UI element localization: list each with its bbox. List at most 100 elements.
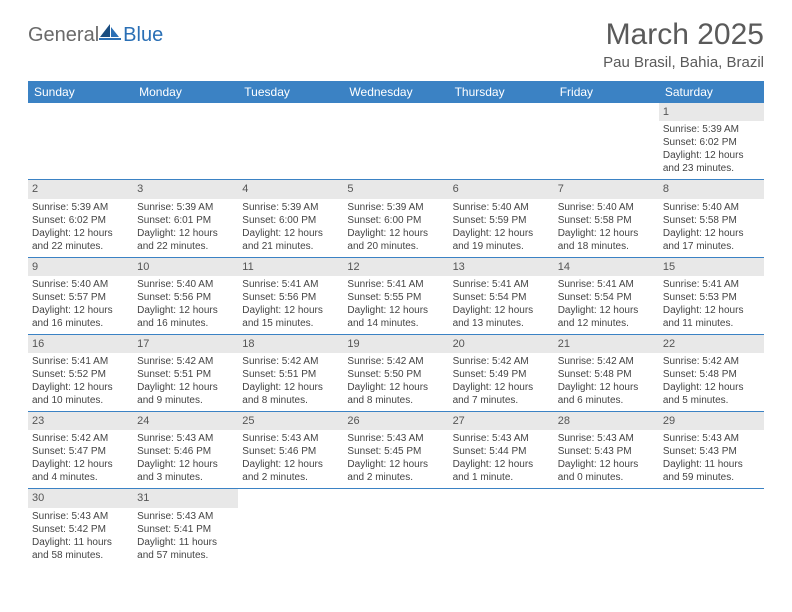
day-cell: 4 Sunrise: 5:39 AMSunset: 6:00 PMDaylight…: [238, 180, 343, 256]
day-number: 9: [28, 258, 133, 276]
day-cell: 16Sunrise: 5:41 AMSunset: 5:52 PMDayligh…: [28, 335, 133, 411]
week-row: 2Sunrise: 5:39 AMSunset: 6:02 PMDaylight…: [28, 180, 764, 257]
day-cell: 14 Sunrise: 5:41 AMSunset: 5:54 PMDayligh…: [554, 258, 659, 334]
day-info: Sunrise: 5:42 AMSunset: 5:48 PMDaylight:…: [558, 355, 655, 407]
dow-cell: Wednesday: [343, 81, 448, 103]
day-info: Sunrise: 5:39 AMSunset: 6:02 PMDaylight:…: [663, 123, 760, 175]
day-number: 31: [133, 489, 238, 507]
day-cell: [133, 103, 238, 179]
day-cell: 24Sunrise: 5:43 AMSunset: 5:46 PMDayligh…: [133, 412, 238, 488]
day-cell: 6Sunrise: 5:40 AMSunset: 5:59 PMDaylight…: [449, 180, 554, 256]
day-info: Sunrise: 5:41 AMSunset: 5:56 PMDaylight:…: [242, 278, 339, 330]
day-cell: 1 Sunrise: 5:39 AMSunset: 6:02 PMDaylight…: [659, 103, 764, 179]
day-info: Sunrise: 5:43 AMSunset: 5:41 PMDaylight:…: [137, 510, 234, 562]
day-number: 5: [343, 180, 448, 198]
day-info: Sunrise: 5:42 AMSunset: 5:48 PMDaylight:…: [663, 355, 760, 407]
day-cell: 17 Sunrise: 5:42 AMSunset: 5:51 PMDayligh…: [133, 335, 238, 411]
day-cell: 22 Sunrise: 5:42 AMSunset: 5:48 PMDayligh…: [659, 335, 764, 411]
day-cell: 5 Sunrise: 5:39 AMSunset: 6:00 PMDaylight…: [343, 180, 448, 256]
day-info: Sunrise: 5:40 AMSunset: 5:57 PMDaylight:…: [32, 278, 129, 330]
day-cell: 21 Sunrise: 5:42 AMSunset: 5:48 PMDayligh…: [554, 335, 659, 411]
week-row: 16Sunrise: 5:41 AMSunset: 5:52 PMDayligh…: [28, 335, 764, 412]
day-info: Sunrise: 5:42 AMSunset: 5:47 PMDaylight:…: [32, 432, 129, 484]
day-info: Sunrise: 5:39 AMSunset: 6:00 PMDaylight:…: [347, 201, 444, 253]
logo-text-general: General: [28, 24, 99, 47]
day-cell: 8 Sunrise: 5:40 AMSunset: 5:58 PMDaylight…: [659, 180, 764, 256]
day-cell: 10Sunrise: 5:40 AMSunset: 5:56 PMDayligh…: [133, 258, 238, 334]
day-cell: 29 Sunrise: 5:43 AMSunset: 5:43 PMDayligh…: [659, 412, 764, 488]
day-info: Sunrise: 5:40 AMSunset: 5:58 PMDaylight:…: [663, 201, 760, 253]
day-cell: 25Sunrise: 5:43 AMSunset: 5:46 PMDayligh…: [238, 412, 343, 488]
day-number: 17: [133, 335, 238, 353]
day-info: Sunrise: 5:43 AMSunset: 5:44 PMDaylight:…: [453, 432, 550, 484]
day-number: 12: [343, 258, 448, 276]
dow-cell: Sunday: [28, 81, 133, 103]
day-info: Sunrise: 5:39 AMSunset: 6:00 PMDaylight:…: [242, 201, 339, 253]
day-cell: [554, 489, 659, 565]
day-info: Sunrise: 5:43 AMSunset: 5:43 PMDaylight:…: [663, 432, 760, 484]
day-number: 26: [343, 412, 448, 430]
day-info: Sunrise: 5:40 AMSunset: 5:56 PMDaylight:…: [137, 278, 234, 330]
day-info: Sunrise: 5:43 AMSunset: 5:42 PMDaylight:…: [32, 510, 129, 562]
day-info: Sunrise: 5:41 AMSunset: 5:54 PMDaylight:…: [453, 278, 550, 330]
day-cell: 27 Sunrise: 5:43 AMSunset: 5:44 PMDayligh…: [449, 412, 554, 488]
day-cell: 2Sunrise: 5:39 AMSunset: 6:02 PMDaylight…: [28, 180, 133, 256]
week-row: 9 Sunrise: 5:40 AMSunset: 5:57 PMDaylight…: [28, 258, 764, 335]
dow-cell: Thursday: [449, 81, 554, 103]
day-cell: [554, 103, 659, 179]
day-cell: 12 Sunrise: 5:41 AMSunset: 5:55 PMDayligh…: [343, 258, 448, 334]
day-number: 30: [28, 489, 133, 507]
day-number: 4: [238, 180, 343, 198]
logo-text-blue: Blue: [123, 24, 163, 47]
day-info: Sunrise: 5:41 AMSunset: 5:55 PMDaylight:…: [347, 278, 444, 330]
week-row: 30 Sunrise: 5:43 AMSunset: 5:42 PMDayligh…: [28, 489, 764, 565]
day-info: Sunrise: 5:41 AMSunset: 5:53 PMDaylight:…: [663, 278, 760, 330]
day-cell: 30 Sunrise: 5:43 AMSunset: 5:42 PMDayligh…: [28, 489, 133, 565]
day-cell: [28, 103, 133, 179]
day-info: Sunrise: 5:42 AMSunset: 5:49 PMDaylight:…: [453, 355, 550, 407]
location: Pau Brasil, Bahia, Brazil: [603, 54, 764, 71]
day-number: 28: [554, 412, 659, 430]
day-number: 25: [238, 412, 343, 430]
day-number: 20: [449, 335, 554, 353]
header: General Blue March 2025 Pau Brasil, Bahi…: [28, 18, 764, 71]
week-row: 1 Sunrise: 5:39 AMSunset: 6:02 PMDaylight…: [28, 103, 764, 180]
month-title: March 2025: [603, 18, 764, 52]
day-info: Sunrise: 5:42 AMSunset: 5:51 PMDaylight:…: [137, 355, 234, 407]
day-number: 29: [659, 412, 764, 430]
day-number: 19: [343, 335, 448, 353]
logo: General Blue: [28, 24, 163, 47]
day-cell: [343, 103, 448, 179]
day-number: 27: [449, 412, 554, 430]
day-info: Sunrise: 5:41 AMSunset: 5:52 PMDaylight:…: [32, 355, 129, 407]
day-cell: [343, 489, 448, 565]
week-row: 23 Sunrise: 5:42 AMSunset: 5:47 PMDayligh…: [28, 412, 764, 489]
day-info: Sunrise: 5:42 AMSunset: 5:51 PMDaylight:…: [242, 355, 339, 407]
day-cell: 19 Sunrise: 5:42 AMSunset: 5:50 PMDayligh…: [343, 335, 448, 411]
day-cell: 15 Sunrise: 5:41 AMSunset: 5:53 PMDayligh…: [659, 258, 764, 334]
day-cell: [238, 489, 343, 565]
day-info: Sunrise: 5:42 AMSunset: 5:50 PMDaylight:…: [347, 355, 444, 407]
day-cell: 26Sunrise: 5:43 AMSunset: 5:45 PMDayligh…: [343, 412, 448, 488]
day-cell: 20 Sunrise: 5:42 AMSunset: 5:49 PMDayligh…: [449, 335, 554, 411]
day-number: 18: [238, 335, 343, 353]
day-info: Sunrise: 5:41 AMSunset: 5:54 PMDaylight:…: [558, 278, 655, 330]
dow-cell: Monday: [133, 81, 238, 103]
day-number: 22: [659, 335, 764, 353]
day-cell: 23 Sunrise: 5:42 AMSunset: 5:47 PMDayligh…: [28, 412, 133, 488]
day-cell: [449, 103, 554, 179]
day-number: 8: [659, 180, 764, 198]
day-number: 1: [659, 103, 764, 121]
title-block: March 2025 Pau Brasil, Bahia, Brazil: [603, 18, 764, 71]
day-number: 14: [554, 258, 659, 276]
day-info: Sunrise: 5:39 AMSunset: 6:01 PMDaylight:…: [137, 201, 234, 253]
weeks-container: 1 Sunrise: 5:39 AMSunset: 6:02 PMDaylight…: [28, 103, 764, 566]
day-cell: 7Sunrise: 5:40 AMSunset: 5:58 PMDaylight…: [554, 180, 659, 256]
day-number: 15: [659, 258, 764, 276]
day-cell: 11Sunrise: 5:41 AMSunset: 5:56 PMDayligh…: [238, 258, 343, 334]
day-cell: [449, 489, 554, 565]
day-number: 21: [554, 335, 659, 353]
day-cell: 31 Sunrise: 5:43 AMSunset: 5:41 PMDayligh…: [133, 489, 238, 565]
day-cell: 9 Sunrise: 5:40 AMSunset: 5:57 PMDaylight…: [28, 258, 133, 334]
day-number: 23: [28, 412, 133, 430]
